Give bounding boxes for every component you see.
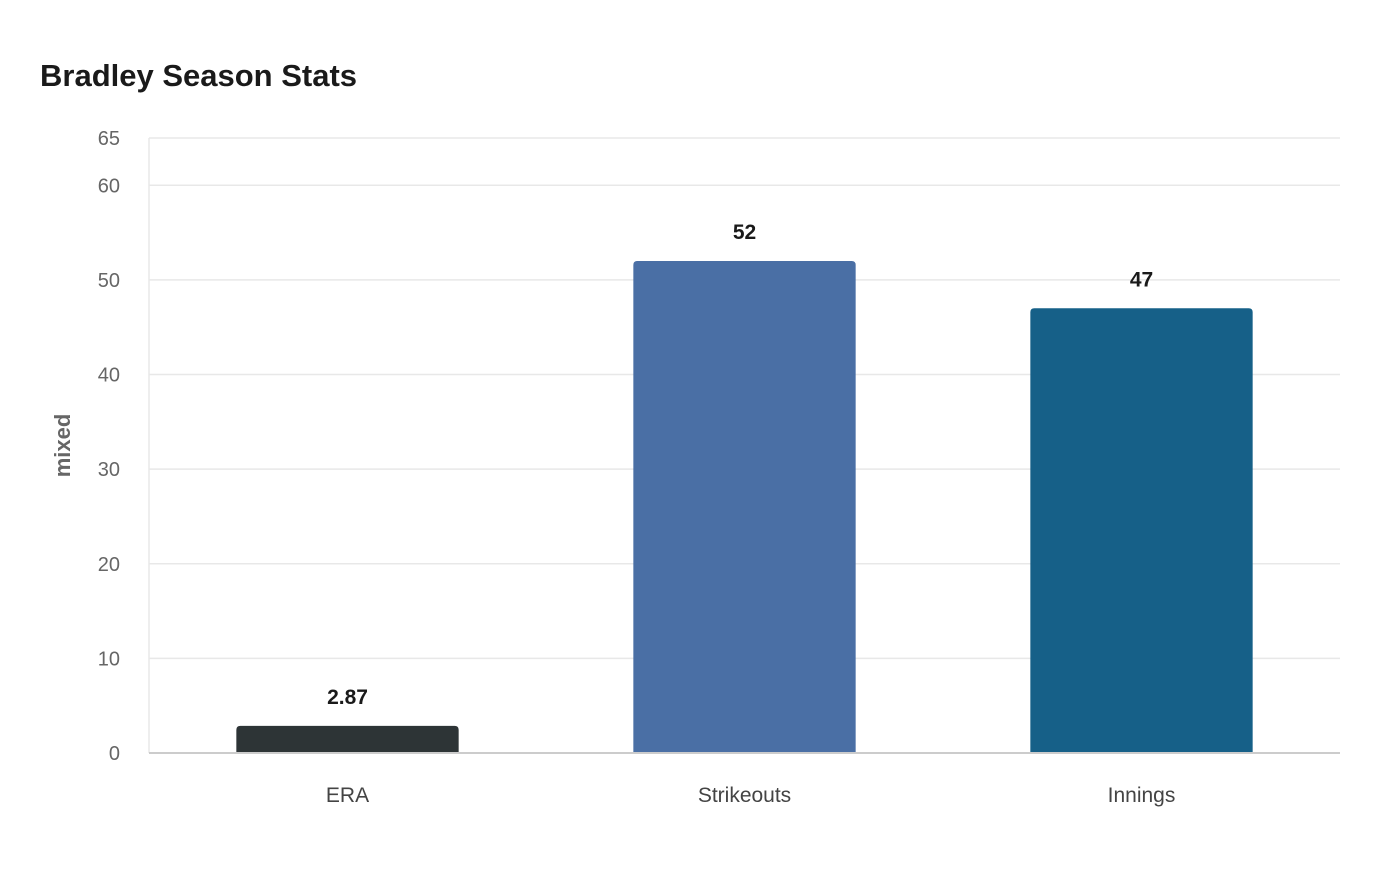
bar-innings [1030,308,1253,753]
y-axis-title: mixed [50,414,75,478]
x-category-label: Innings [1108,784,1176,807]
y-tick-label: 0 [109,743,120,765]
chart-title: Bradley Season Stats [40,58,358,93]
y-tick-label: 40 [98,365,120,387]
y-tick-label: 30 [98,459,120,481]
bar-era [236,725,459,753]
data-label-strikeouts: 52 [733,221,756,244]
data-label-era: 2.87 [327,686,368,709]
bar-strikeouts [633,261,856,753]
y-tick-label: 50 [98,270,120,292]
y-tick-label: 10 [98,648,120,670]
y-axis-ticks: 0 10 20 30 40 50 60 65 [98,128,120,765]
y-tick-label: 20 [98,554,120,576]
x-category-label: Strikeouts [698,784,791,807]
y-tick-label: 65 [98,128,120,150]
data-label-innings: 47 [1130,268,1153,291]
x-category-label: ERA [326,784,369,807]
data-labels: 2.87 52 47 [327,221,1153,709]
y-tick-label: 60 [98,175,120,197]
bars [236,261,1253,753]
x-axis-categories: ERA Strikeouts Innings [326,784,1175,807]
